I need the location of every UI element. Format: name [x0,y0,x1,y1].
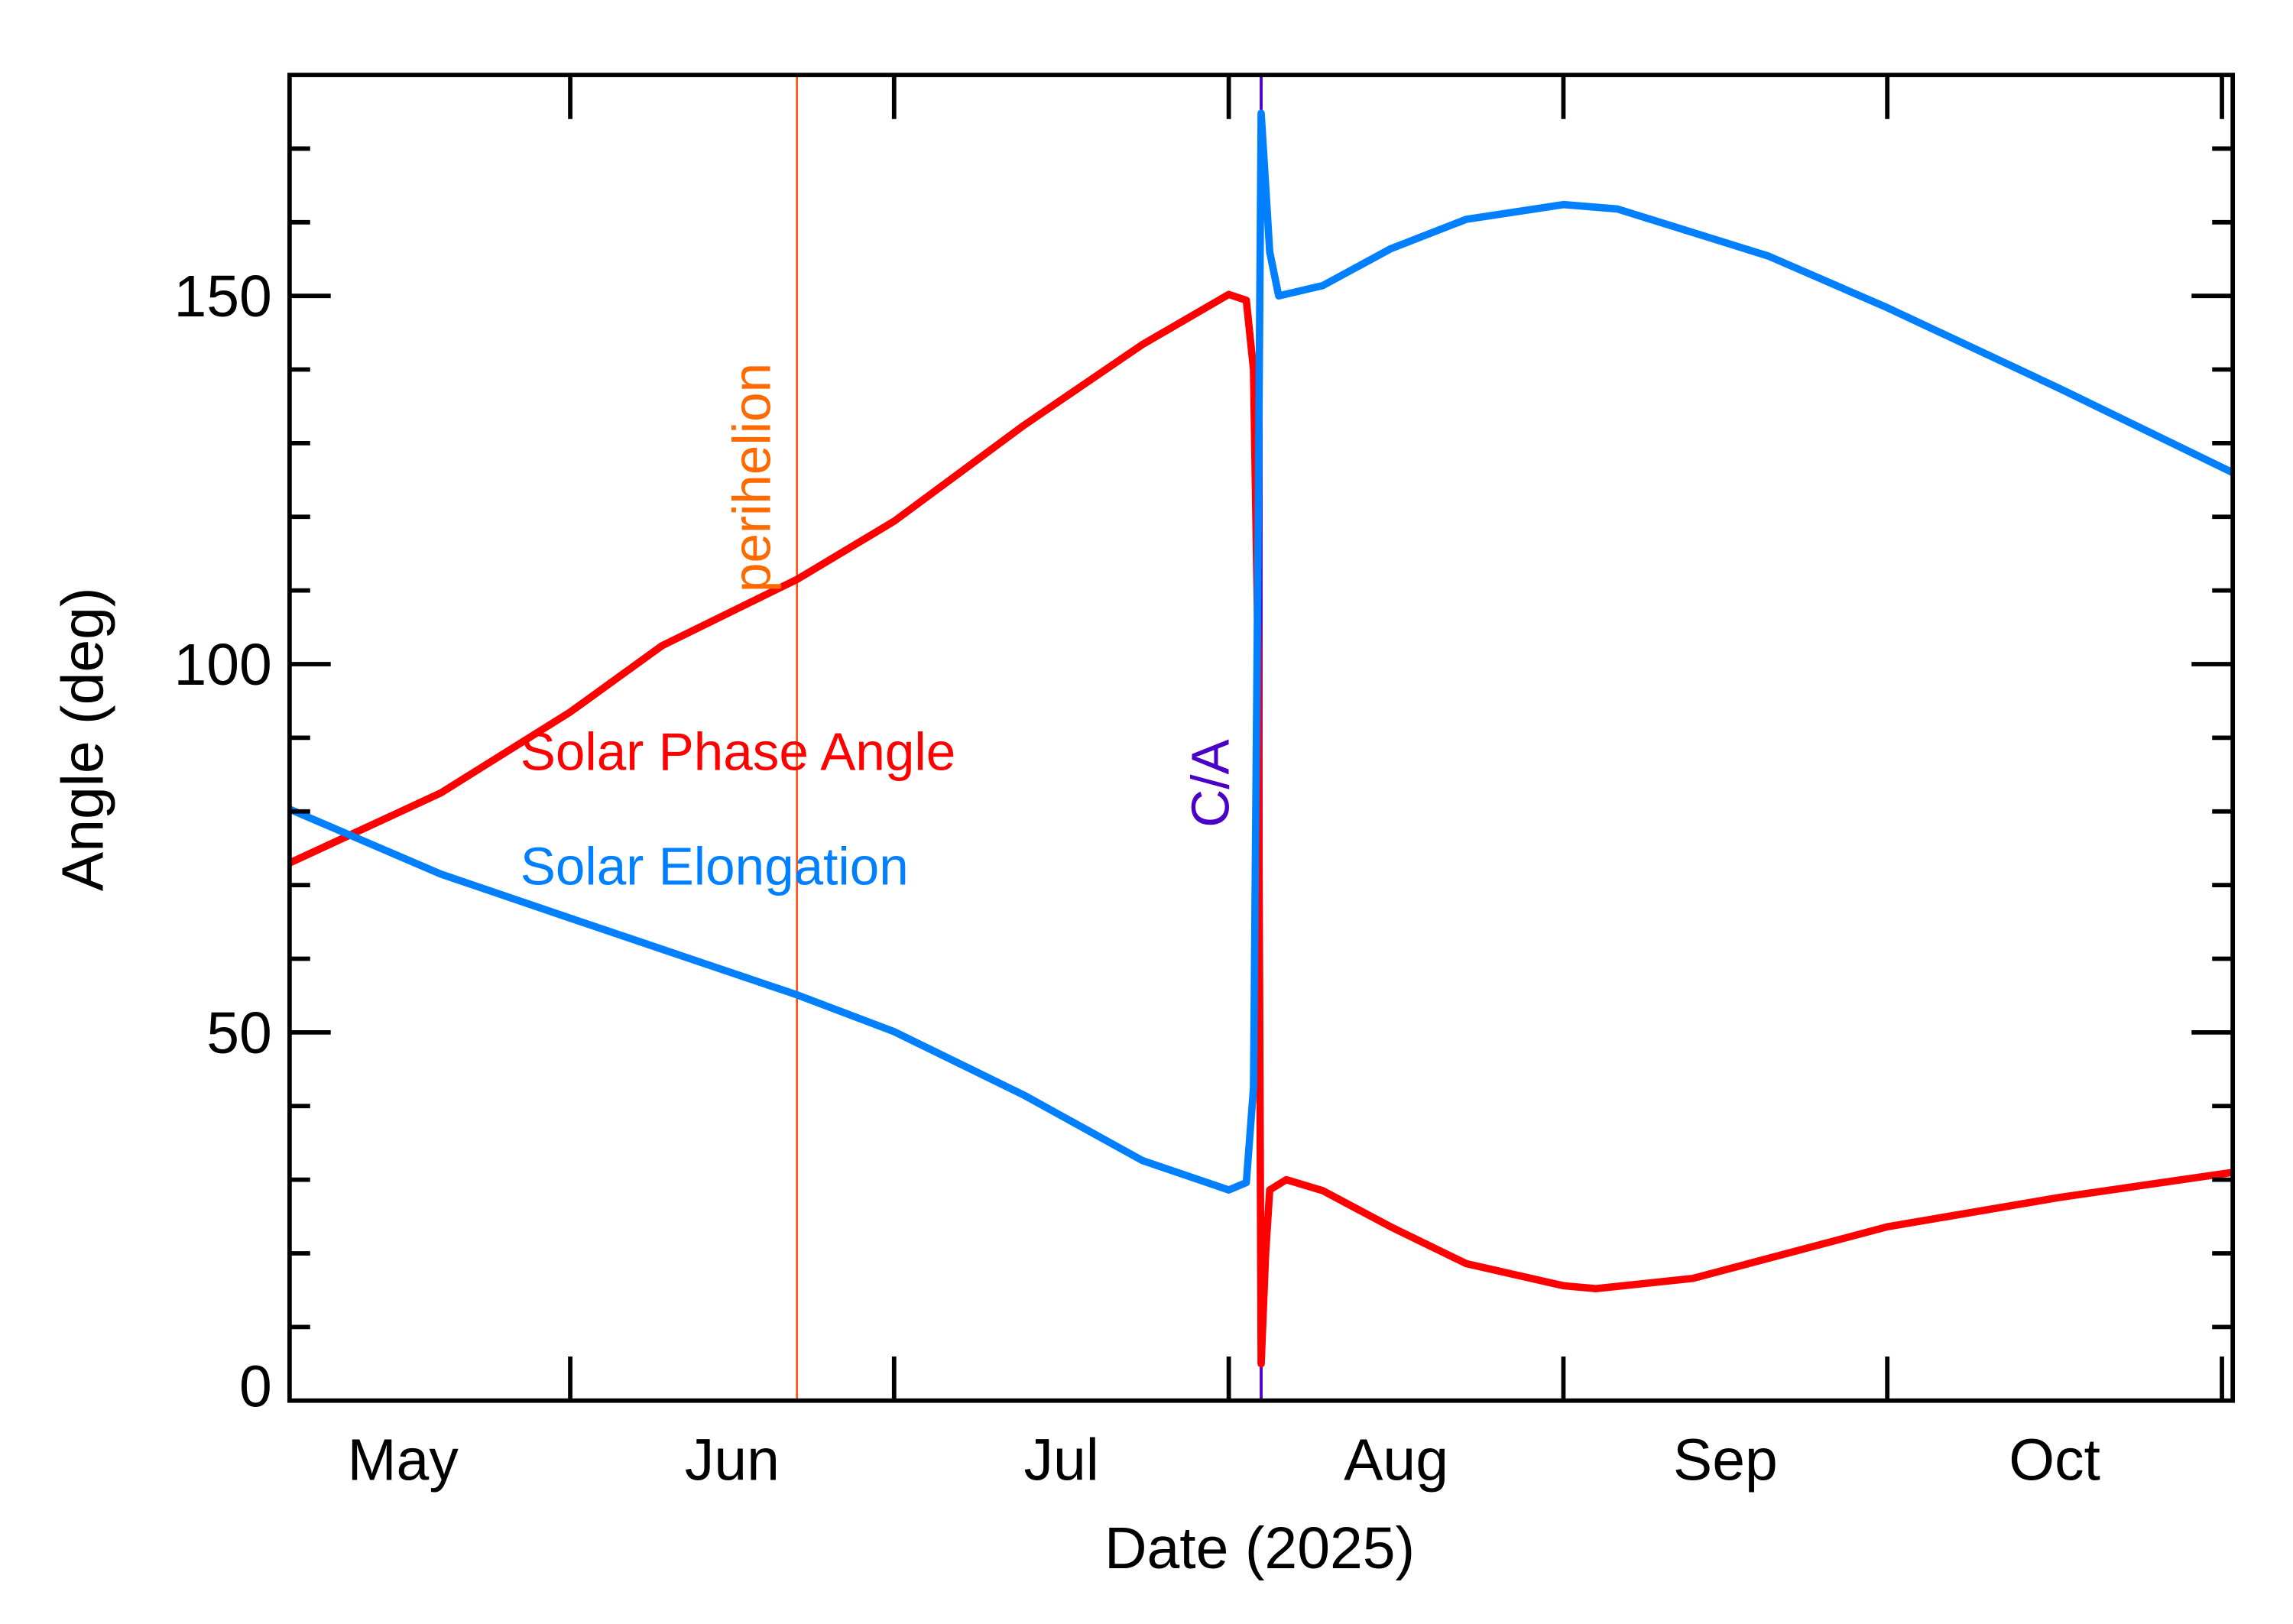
x-axis-label: Date (2025) [1104,1515,1415,1581]
y-tick-label: 150 [174,264,271,329]
y-axis-label: Angle (deg) [50,588,116,892]
closest-approach-label: C/A [1181,738,1241,827]
x-tick-label: Sep [1673,1428,1778,1493]
tick-labels-layer: May Jun Jul Aug Sep Oct 0 50 100 150 [174,264,2100,1493]
x-tick-label: Oct [2009,1428,2100,1493]
legend-solar-elongation: Solar Elongation [521,837,909,896]
y-tick-label: 50 [206,1000,272,1066]
legend-solar-phase-angle: Solar Phase Angle [521,722,956,782]
x-tick-label: Jun [685,1428,780,1493]
perihelion-label: perihelion [722,363,782,592]
y-tick-label: 100 [174,632,271,698]
x-tick-label: Aug [1344,1428,1448,1493]
x-tick-label: Jul [1024,1428,1099,1493]
series-solar-elongation-line [287,109,2235,1194]
series-solar-phase-angle-line [287,290,2233,1368]
series-layer [287,109,2235,1368]
ticks-layer [289,75,2233,1401]
y-tick-label: 0 [239,1353,272,1419]
x-tick-label: May [347,1428,459,1493]
